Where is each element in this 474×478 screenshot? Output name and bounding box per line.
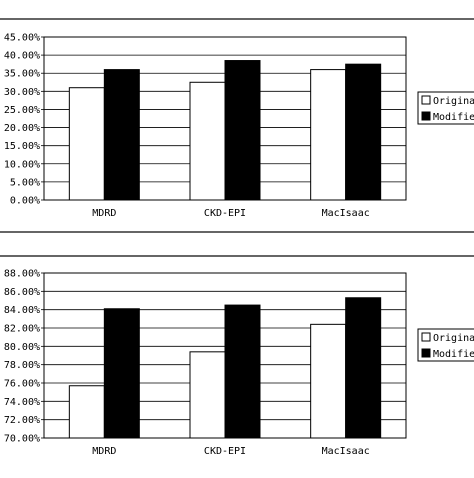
legend-label: Modifie [433, 349, 474, 360]
bar-original-ckd-epi [189, 351, 226, 439]
y-tick-label: 88.00% [4, 269, 40, 280]
bar-modified-macisaac [345, 297, 382, 439]
y-tick-label: 30.00% [4, 87, 40, 98]
x-tick-label: MacIsaac [322, 446, 370, 457]
bar-original-ckd-epi [189, 81, 226, 201]
bar-original-mdrd [68, 385, 105, 439]
bar-modified-ckd-epi [224, 304, 261, 439]
legend-label: Modifie [433, 112, 474, 123]
y-tick-label: 76.00% [4, 379, 40, 390]
y-tick-label: 15.00% [4, 141, 40, 152]
x-tick-label: MDRD [92, 446, 116, 457]
y-tick-label: 80.00% [4, 342, 40, 353]
bar-original-macisaac [310, 69, 347, 201]
y-tick-label: 20.00% [4, 123, 40, 134]
x-tick-label: MDRD [92, 208, 116, 219]
bar-modified-mdrd [103, 69, 140, 201]
y-tick-label: 0.00% [10, 196, 40, 207]
legend-swatch-original [421, 95, 431, 105]
y-tick-label: 45.00% [4, 33, 40, 44]
y-tick-label: 10.00% [4, 159, 40, 170]
y-tick-label: 74.00% [4, 397, 40, 408]
chart-1-frame [0, 18, 474, 233]
y-tick-label: 5.00% [10, 177, 40, 188]
legend-swatch-modified [421, 348, 431, 358]
bar-modified-macisaac [345, 63, 382, 201]
y-tick-label: 78.00% [4, 360, 40, 371]
legend-label: Origina [433, 96, 474, 107]
legend-swatch-modified [421, 111, 431, 121]
y-tick-label: 84.00% [4, 305, 40, 316]
y-tick-label: 25.00% [4, 105, 40, 116]
bar-modified-ckd-epi [224, 60, 261, 201]
bar-original-macisaac [310, 323, 347, 439]
y-tick-label: 82.00% [4, 324, 40, 335]
y-tick-label: 35.00% [4, 69, 40, 80]
x-tick-label: MacIsaac [322, 208, 370, 219]
y-tick-label: 72.00% [4, 415, 40, 426]
legend-box [417, 91, 474, 125]
bar-original-mdrd [68, 87, 105, 201]
y-tick-label: 70.00% [4, 434, 40, 445]
legend-swatch-original [421, 332, 431, 342]
y-tick-label: 86.00% [4, 287, 40, 298]
x-tick-label: CKD-EPI [204, 208, 246, 219]
bar-modified-mdrd [103, 308, 140, 439]
legend-box [417, 328, 474, 362]
legend-label: Origina [433, 333, 474, 344]
y-tick-label: 40.00% [4, 51, 40, 62]
x-tick-label: CKD-EPI [204, 446, 246, 457]
